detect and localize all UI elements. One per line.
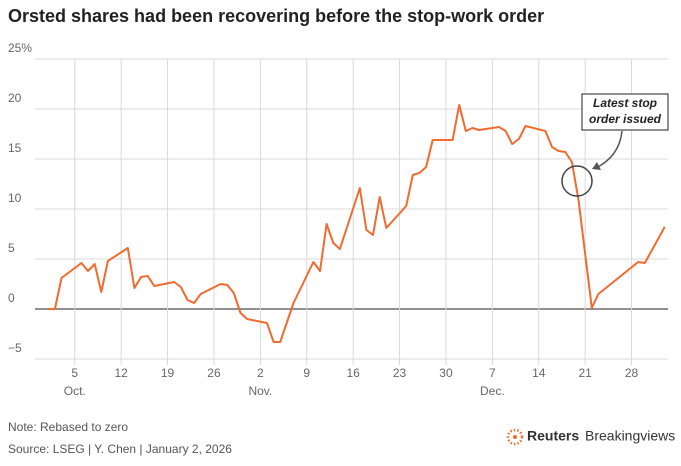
annotation-arrow xyxy=(597,130,623,168)
y-tick-label: −5 xyxy=(8,341,22,355)
x-tick-label: 19 xyxy=(161,366,175,380)
x-tick-label: 7 xyxy=(489,366,496,380)
x-tick-label: 30 xyxy=(439,366,453,380)
x-tick-label: 12 xyxy=(114,366,128,380)
annotation-text: order issued xyxy=(589,112,662,126)
y-tick-label: 10 xyxy=(8,191,22,205)
y-tick-label: 15 xyxy=(8,141,22,155)
note: Note: Rebased to zero xyxy=(8,420,128,434)
logo-icon xyxy=(506,428,524,446)
brand-name: Breakingviews xyxy=(585,428,675,444)
grid: −5 0 5 10 15 20 25% xyxy=(8,41,668,365)
month-label: Dec. xyxy=(480,384,505,398)
month-label: Nov. xyxy=(248,384,272,398)
source: Source: LSEG | Y. Chen | January 2, 2026 xyxy=(8,442,232,456)
x-tick-label: 14 xyxy=(532,366,546,380)
x-tick-label: 23 xyxy=(393,366,407,380)
y-tick-label: 25% xyxy=(8,41,32,55)
chart-title: Orsted shares had been recovering before… xyxy=(8,6,544,26)
month-label: Oct. xyxy=(64,384,86,398)
annotation-box xyxy=(581,93,669,131)
x-tick-label: 16 xyxy=(346,366,360,380)
y-tick-label: 20 xyxy=(8,91,22,105)
y-tick-label: 5 xyxy=(8,241,15,255)
price-line xyxy=(48,104,666,343)
brand-name: Reuters xyxy=(527,428,579,444)
x-tick-label: 2 xyxy=(257,366,264,380)
x-tick-label: 21 xyxy=(578,366,592,380)
x-tick-label: 28 xyxy=(625,366,639,380)
y-tick-label: 0 xyxy=(8,291,15,305)
arrow-head xyxy=(592,162,601,170)
x-tick-label: 26 xyxy=(207,366,221,380)
highlight-circle xyxy=(561,165,593,197)
x-tick-label: 9 xyxy=(303,366,310,380)
annotation-text: Latest stop xyxy=(593,96,657,110)
x-tick-label: 5 xyxy=(71,366,78,380)
